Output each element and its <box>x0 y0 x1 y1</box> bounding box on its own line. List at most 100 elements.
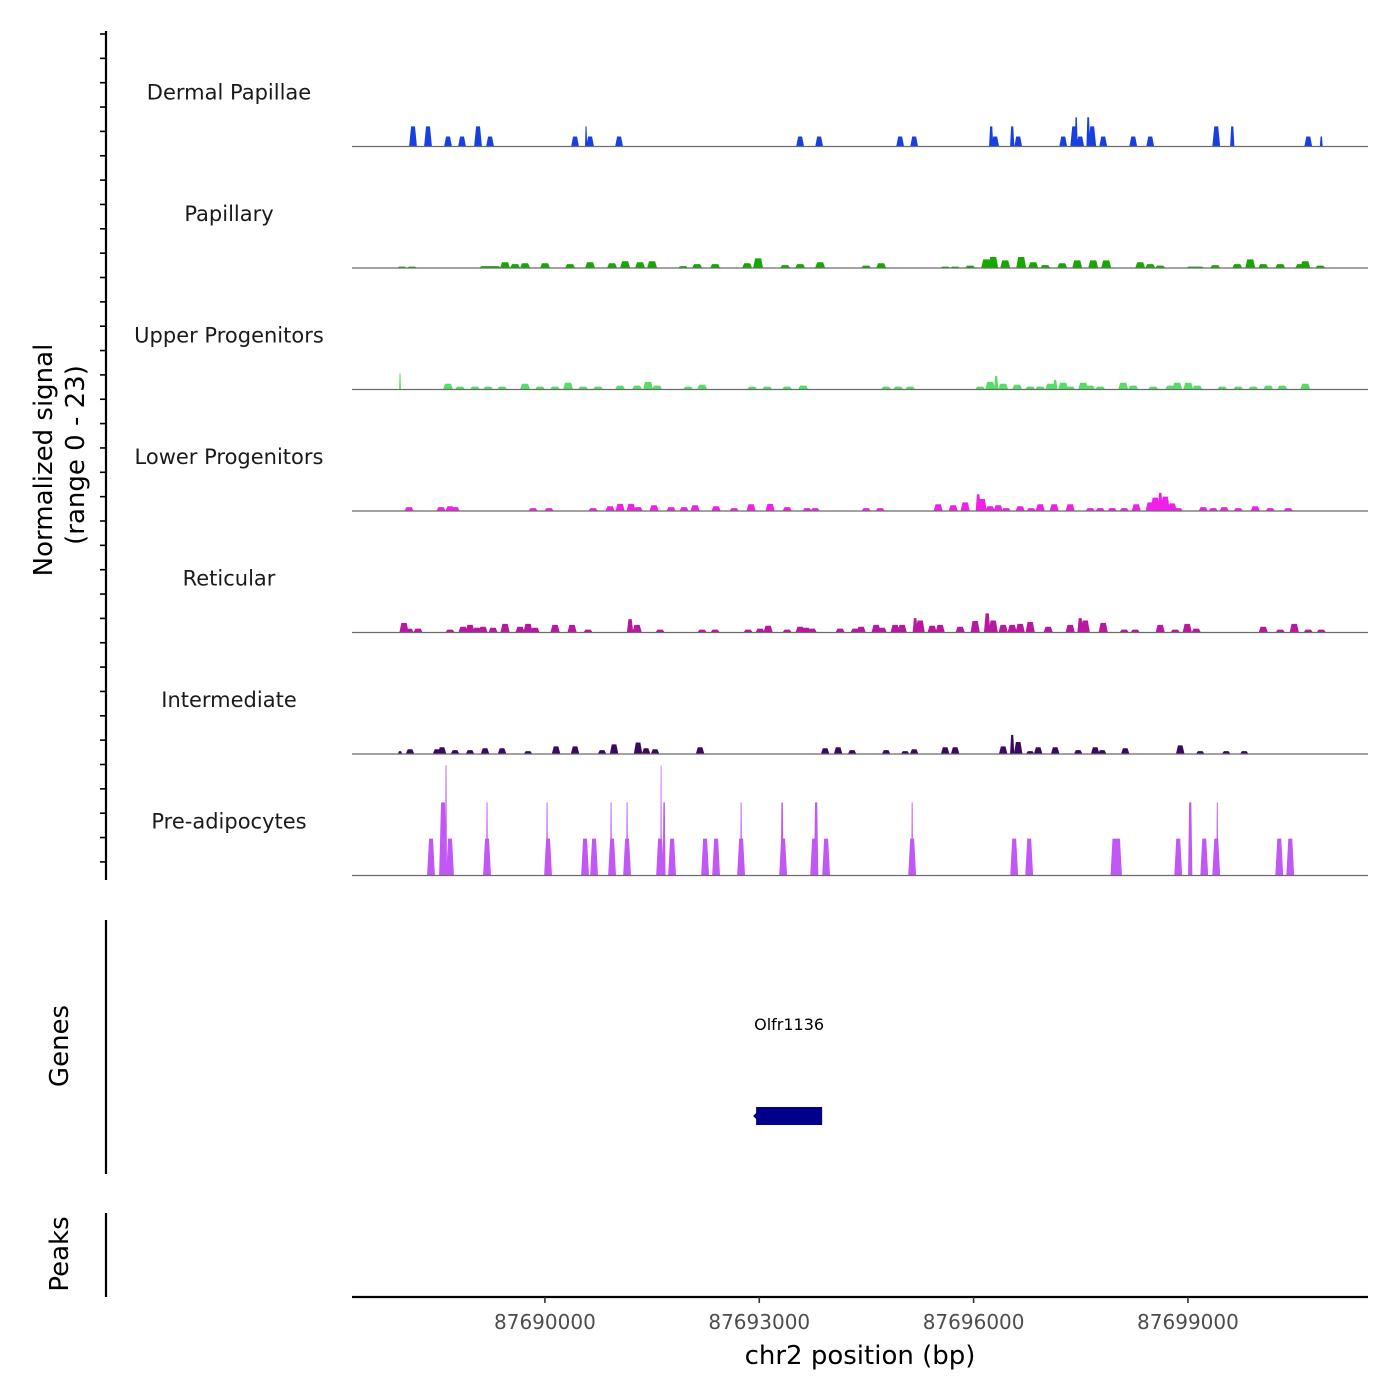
signal-peak <box>994 376 999 390</box>
signal-peak <box>679 507 689 511</box>
signal-peak <box>1250 506 1260 511</box>
signal-peak <box>1128 385 1139 390</box>
y-axis-title: Normalized signal <box>29 344 59 577</box>
signal-peak <box>1035 386 1046 390</box>
signal-peak <box>1173 508 1183 511</box>
signal-peak <box>798 385 809 390</box>
signal-peak <box>915 620 925 633</box>
signal-peak <box>815 262 826 268</box>
gene-body <box>756 1107 823 1125</box>
signal-peak <box>1033 747 1043 754</box>
signal-peak <box>807 628 817 633</box>
signal-peak <box>881 386 892 390</box>
signal-peak <box>1258 264 1269 268</box>
signal-peak <box>1025 838 1034 876</box>
signal-peak <box>813 802 819 876</box>
signal-peak <box>647 261 658 268</box>
signal-peak <box>910 136 919 147</box>
x-axis-title: chr2 position (bp) <box>745 1341 976 1371</box>
signal-peak <box>660 765 662 876</box>
signal-peak <box>1098 622 1108 633</box>
signal-peak <box>1277 385 1288 390</box>
signal-peak <box>900 751 910 754</box>
signal-peak <box>515 626 525 633</box>
signal-peak <box>571 136 579 147</box>
signal-peak <box>743 629 753 633</box>
signal-peak <box>881 750 891 754</box>
signal-peak <box>893 386 904 390</box>
signal-peak <box>697 384 708 390</box>
signal-peak <box>570 746 580 754</box>
signal-peak <box>445 765 447 876</box>
signal-peak <box>1035 504 1045 511</box>
signal-peak <box>1053 379 1058 390</box>
signal-peak <box>1065 386 1076 390</box>
signal-peak <box>960 502 970 511</box>
signal-peak <box>697 629 707 633</box>
signal-peak <box>544 838 552 876</box>
signal-peak <box>1182 623 1192 633</box>
signal-peak <box>443 383 454 390</box>
signal-peak <box>483 386 494 390</box>
signal-peak <box>486 802 488 876</box>
signal-peak <box>465 624 475 633</box>
signal-peak <box>1058 382 1069 390</box>
signal-peak <box>458 626 468 633</box>
signal-peak <box>583 629 593 633</box>
signal-peak <box>633 507 643 511</box>
signal-peak <box>597 750 607 754</box>
signal-peak <box>1170 629 1180 633</box>
track-label: Lower Progenitors <box>135 445 324 469</box>
signal-peak <box>608 838 617 876</box>
signal-peak <box>1248 386 1259 390</box>
signal-peak <box>1167 503 1177 511</box>
signal-peak <box>1078 382 1089 390</box>
signal-peak <box>1119 629 1129 633</box>
signal-peak <box>1265 508 1275 511</box>
signal-peak <box>656 838 665 876</box>
signal-peak <box>615 503 625 511</box>
signal-peak <box>948 505 958 511</box>
signal-peak <box>424 126 432 147</box>
signal-peak <box>897 624 907 633</box>
signal-peak <box>1101 260 1112 268</box>
signal-peak <box>497 748 507 754</box>
signal-peak <box>450 507 460 511</box>
signal-peak <box>1146 136 1155 147</box>
signal-peak <box>530 627 540 633</box>
track-label: Upper Progenitors <box>134 324 324 348</box>
track-dermal-papillae: Dermal Papillae <box>147 81 1368 148</box>
signal-peak <box>690 505 700 511</box>
signal-peak <box>626 619 634 633</box>
signal-peak <box>445 629 455 633</box>
signal-peak <box>1319 136 1323 147</box>
signal-peak <box>567 624 577 633</box>
signal-peak <box>635 262 646 268</box>
signal-peak <box>950 747 960 754</box>
signal-peak <box>1045 383 1056 390</box>
signal-peak <box>632 385 643 390</box>
signal-peak <box>1316 629 1326 633</box>
track-pre-adipocytes: Pre-adipocytes <box>151 765 1368 877</box>
signal-peak <box>762 386 773 390</box>
signal-peak <box>710 629 720 633</box>
signal-peak <box>1028 262 1039 268</box>
signal-peak <box>649 505 659 511</box>
signal-peak <box>615 385 626 390</box>
signal-peak <box>1174 838 1183 876</box>
signal-peak <box>896 136 905 147</box>
track-label: Papillary <box>184 202 273 226</box>
signal-peak <box>755 628 765 633</box>
signal-peak <box>1150 497 1160 511</box>
signal-peak <box>998 383 1009 390</box>
signal-peak <box>1135 262 1146 268</box>
signal-peak <box>1085 508 1095 511</box>
signal-peak <box>1119 508 1129 511</box>
y-axis-range: (range 0 - 23) <box>61 365 91 545</box>
signal-peak <box>1049 504 1059 511</box>
signal-peak <box>835 628 845 633</box>
signal-peak <box>1195 751 1205 754</box>
signal-peak <box>1015 623 1025 633</box>
signal-peak <box>935 624 945 633</box>
x-tick-label: 87690000 <box>494 1310 596 1334</box>
